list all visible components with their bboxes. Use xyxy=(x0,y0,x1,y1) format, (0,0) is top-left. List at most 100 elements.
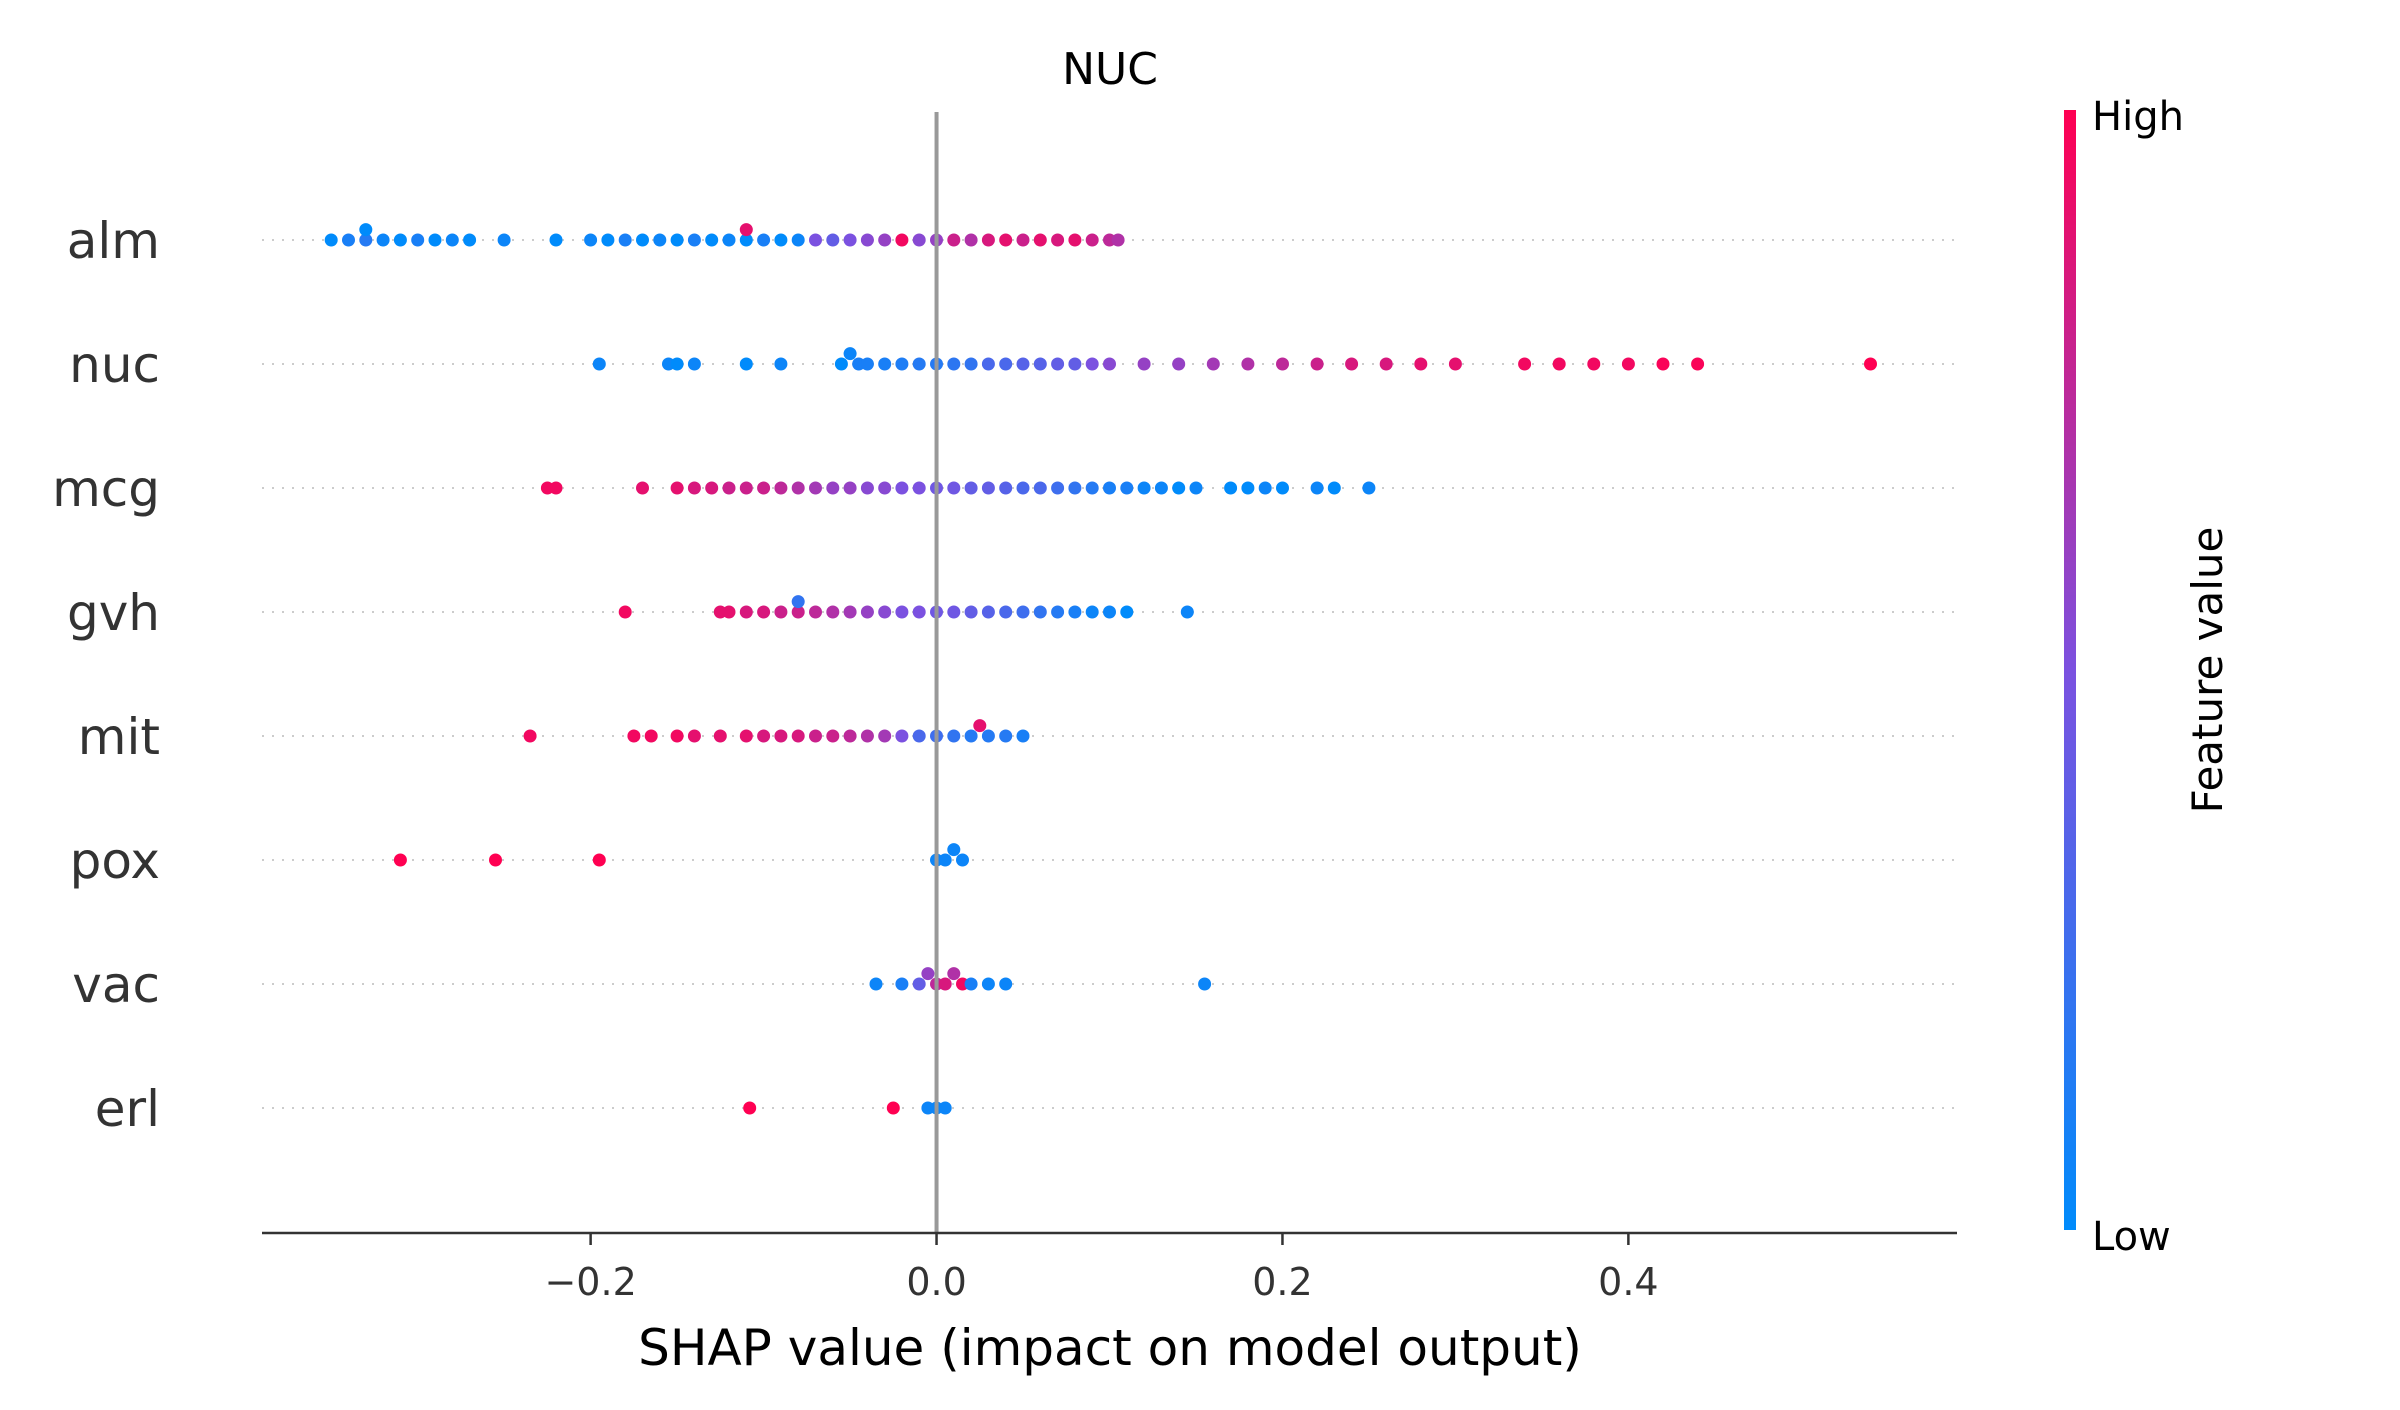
point-alm xyxy=(428,233,442,247)
point-mcg xyxy=(636,481,649,495)
point-alm xyxy=(757,233,771,247)
feature-label-gvh: gvh xyxy=(67,584,160,642)
point-gvh xyxy=(1085,605,1099,619)
point-mit xyxy=(774,729,788,743)
point-alm xyxy=(1033,233,1047,247)
point-mcg xyxy=(1120,481,1134,495)
point-gvh xyxy=(618,605,632,619)
point-gvh xyxy=(757,605,771,619)
x-tick-label: 0.4 xyxy=(1598,1260,1658,1304)
point-gvh xyxy=(722,605,736,619)
point-mit xyxy=(523,729,537,743)
point-alm xyxy=(687,233,701,247)
point-mit xyxy=(757,729,771,743)
point-nuc xyxy=(1345,357,1359,371)
point-mcg xyxy=(895,481,909,495)
point-nuc xyxy=(964,357,978,371)
point-mit xyxy=(713,729,727,743)
point-vac xyxy=(869,977,883,991)
colorbar-high-label: High xyxy=(2092,94,2184,140)
point-mit xyxy=(912,729,926,743)
point-mcg xyxy=(739,481,753,495)
point-mit xyxy=(1016,729,1030,743)
point-mcg xyxy=(999,481,1013,495)
point-mcg xyxy=(549,481,563,495)
point-gvh xyxy=(947,605,961,619)
point-mcg xyxy=(1137,481,1151,495)
point-mcg xyxy=(1033,481,1047,495)
point-nuc xyxy=(1033,357,1047,371)
point-nuc xyxy=(1414,357,1428,371)
point-mit xyxy=(644,729,658,743)
point-erl xyxy=(743,1101,757,1115)
point-alm xyxy=(497,233,511,247)
point-nuc xyxy=(1656,357,1670,371)
point-gvh xyxy=(809,605,822,619)
point-alm xyxy=(739,223,753,237)
point-gvh xyxy=(791,605,805,619)
point-alm xyxy=(895,233,909,247)
feature-label-mcg: mcg xyxy=(52,460,160,518)
point-mcg xyxy=(1189,481,1203,495)
point-vac xyxy=(947,967,961,981)
point-alm xyxy=(1068,233,1082,247)
point-alm xyxy=(826,233,840,247)
point-alm xyxy=(843,233,857,247)
point-mit xyxy=(981,729,995,743)
point-mit xyxy=(687,729,701,743)
point-alm xyxy=(601,233,615,247)
point-erl xyxy=(886,1101,900,1115)
point-nuc xyxy=(1068,357,1082,371)
point-alm xyxy=(774,233,788,247)
point-mit xyxy=(670,729,684,743)
point-mcg xyxy=(1103,481,1116,495)
point-gvh xyxy=(1103,605,1116,619)
point-vac xyxy=(921,967,935,981)
feature-label-mit: mit xyxy=(78,708,160,766)
point-alm xyxy=(809,233,822,247)
point-mcg xyxy=(947,481,961,495)
point-mcg xyxy=(757,481,771,495)
point-vac xyxy=(1198,977,1212,991)
point-mcg xyxy=(1085,481,1099,495)
point-mcg xyxy=(860,481,874,495)
point-alm xyxy=(584,233,598,247)
point-gvh xyxy=(1120,605,1134,619)
point-alm xyxy=(999,233,1013,247)
point-mcg xyxy=(774,481,788,495)
feature-label-nuc: nuc xyxy=(69,336,160,394)
colorbar-low-label: Low xyxy=(2092,1214,2171,1260)
point-nuc xyxy=(1448,357,1462,371)
point-mcg xyxy=(705,481,719,495)
point-mcg xyxy=(687,481,701,495)
point-gvh xyxy=(878,605,892,619)
point-vac xyxy=(981,977,995,991)
point-mcg xyxy=(1327,481,1341,495)
point-mcg xyxy=(1241,481,1255,495)
point-mit xyxy=(826,729,840,743)
point-mit xyxy=(843,729,857,743)
point-alm xyxy=(1085,233,1099,247)
point-alm xyxy=(342,233,355,247)
point-nuc xyxy=(774,357,788,371)
point-nuc xyxy=(1206,357,1220,371)
point-mit xyxy=(791,729,805,743)
point-mit xyxy=(878,729,892,743)
point-alm xyxy=(670,233,684,247)
point-nuc xyxy=(1085,357,1099,371)
point-alm xyxy=(445,233,459,247)
point-alm xyxy=(324,233,338,247)
point-mit xyxy=(895,729,909,743)
point-alm xyxy=(359,233,373,247)
point-alm xyxy=(393,233,407,247)
point-alm xyxy=(947,233,961,247)
point-nuc xyxy=(843,347,857,361)
point-mcg xyxy=(1068,481,1082,495)
x-axis-label: SHAP value (impact on model output) xyxy=(638,1319,1582,1377)
point-nuc xyxy=(834,357,848,371)
point-alm xyxy=(705,233,719,247)
point-mcg xyxy=(670,481,684,495)
point-nuc xyxy=(878,357,892,371)
point-nuc xyxy=(592,357,606,371)
